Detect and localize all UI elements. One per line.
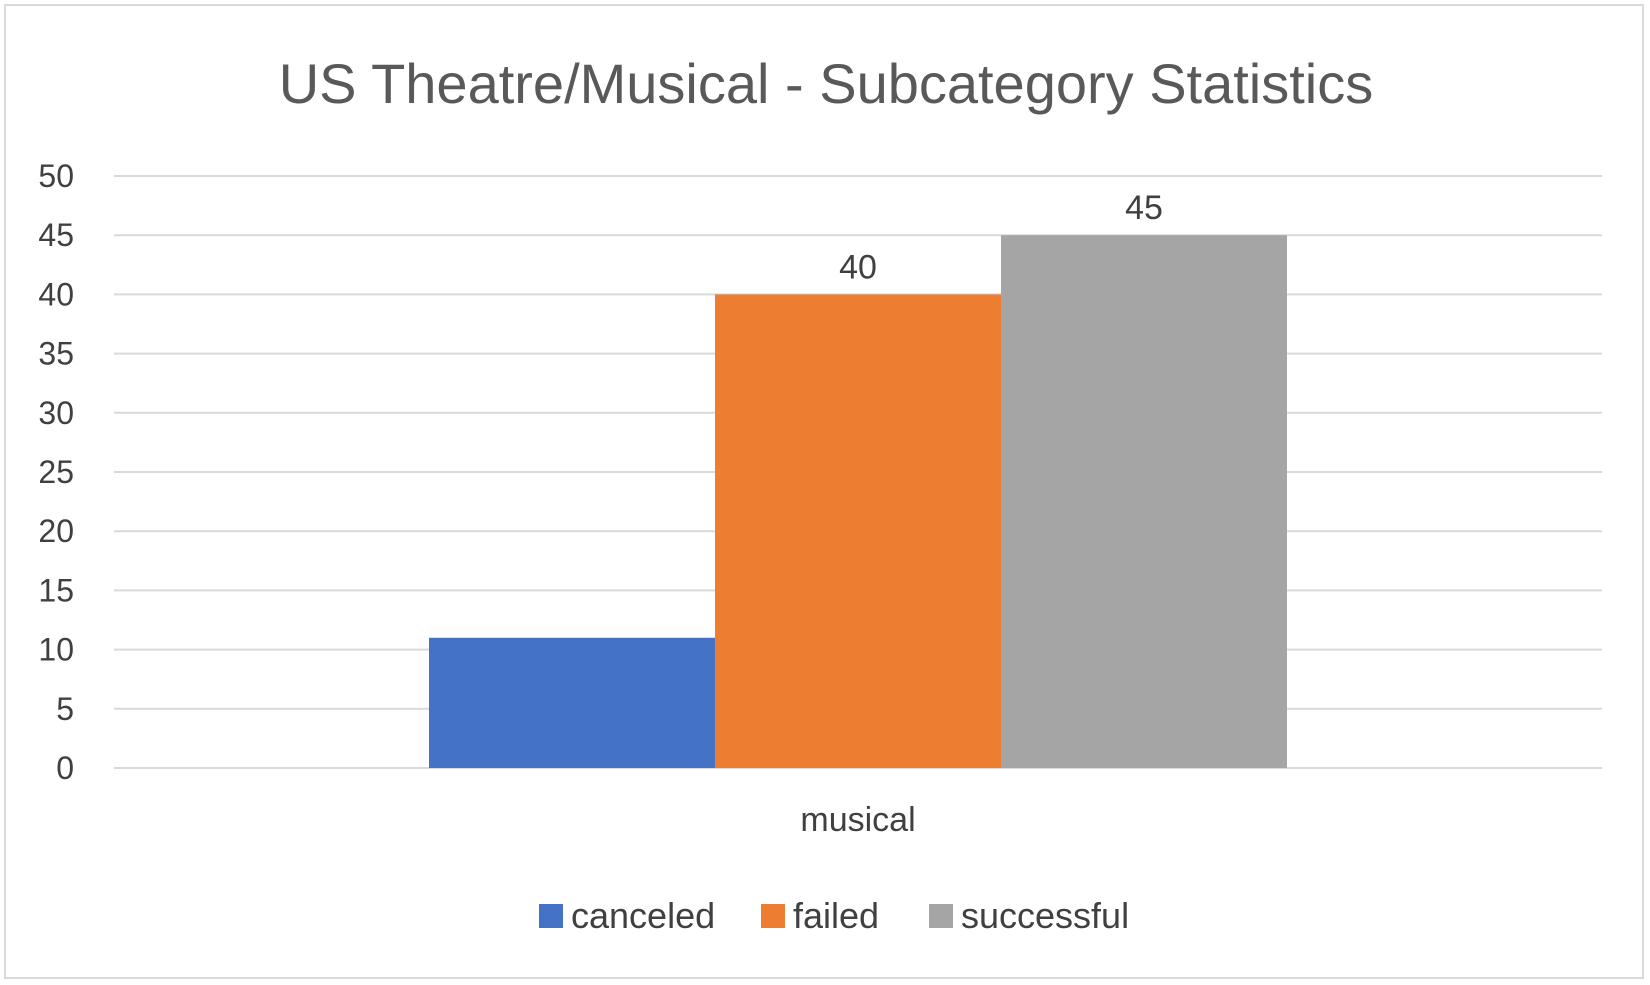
y-tick-label: 10 (38, 632, 74, 668)
legend-label-failed: failed (793, 895, 879, 936)
y-tick-label: 30 (38, 395, 74, 431)
y-tick-label: 35 (38, 336, 74, 372)
bar-canceled-musical (429, 637, 715, 768)
bar-successful-musical (1001, 235, 1287, 768)
y-tick-label: 40 (38, 276, 74, 312)
bar-chart: US Theatre/Musical - Subcategory Statist… (38, 52, 1602, 936)
bars (429, 235, 1287, 768)
y-tick-label: 5 (56, 691, 74, 727)
y-tick-label: 45 (38, 217, 74, 253)
y-tick-label: 15 (38, 572, 74, 608)
data-label-successful: 45 (1125, 189, 1163, 227)
legend-swatch-failed (761, 904, 785, 928)
bar-failed-musical (715, 294, 1001, 768)
x-category-label: musical (800, 801, 915, 839)
legend: canceled failed successful (539, 895, 1129, 936)
chart-frame: US Theatre/Musical - Subcategory Statist… (4, 4, 1644, 979)
legend-swatch-successful (929, 904, 953, 928)
y-axis-tick-labels: 0 5 10 15 20 25 30 35 40 45 50 (38, 158, 74, 786)
chart-title: US Theatre/Musical - Subcategory Statist… (279, 52, 1374, 115)
data-labels: 40 45 (839, 189, 1163, 286)
x-axis-category-labels: musical (800, 801, 915, 839)
y-tick-label: 50 (38, 158, 74, 194)
legend-swatch-canceled (539, 904, 563, 928)
legend-label-successful: successful (961, 895, 1129, 936)
y-tick-label: 20 (38, 513, 74, 549)
y-tick-label: 0 (56, 750, 74, 786)
y-tick-label: 25 (38, 454, 74, 490)
data-label-failed: 40 (839, 248, 877, 286)
legend-label-canceled: canceled (571, 895, 715, 936)
